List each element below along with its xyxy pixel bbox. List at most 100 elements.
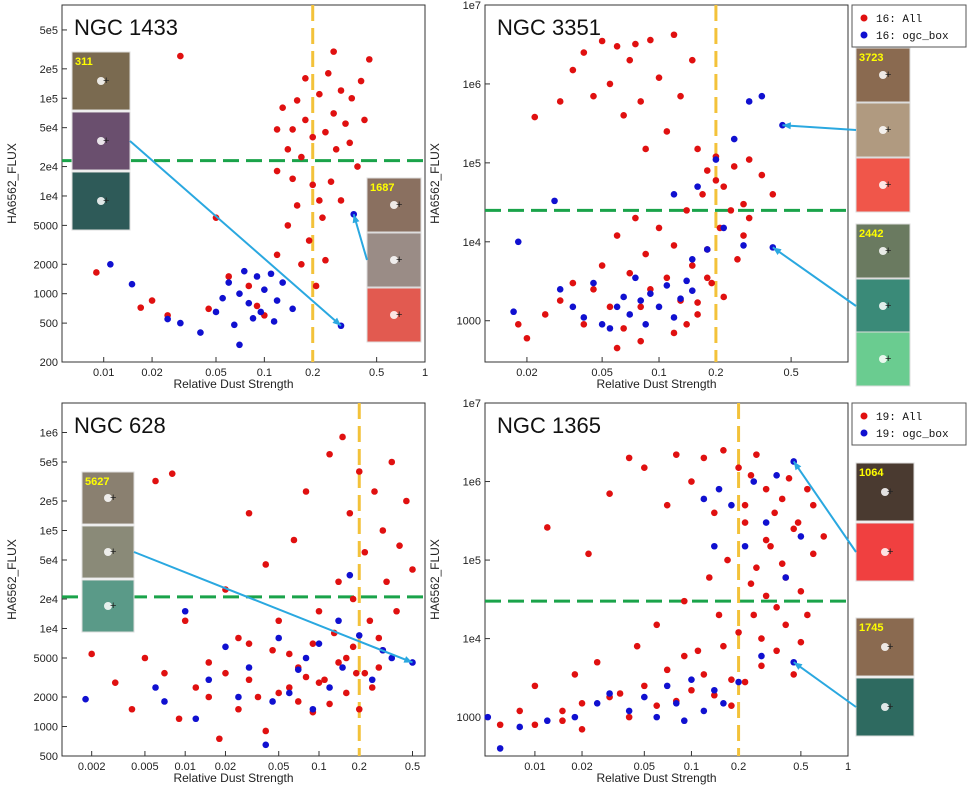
data-point [688, 478, 695, 485]
data-point [593, 700, 601, 707]
legend-label: 19: All [876, 412, 922, 424]
data-point [309, 705, 317, 713]
data-point [245, 509, 253, 517]
data-point [758, 662, 765, 670]
data-point [355, 468, 363, 475]
data-point [773, 472, 780, 479]
data-point [730, 163, 738, 170]
data-point [225, 279, 233, 286]
data-point [735, 464, 742, 472]
x-axis-label: Relative Dust Strength [173, 771, 293, 785]
y-tick-label: 1000 [457, 316, 481, 328]
data-point [279, 279, 286, 286]
data-point [253, 302, 261, 310]
x-tick-label: 0.1 [651, 367, 666, 379]
scatter-panel: 0.01 0.02 0.05 0.1 0.2 0.5 1 200 500 1000 2000 5000… [5, 4, 428, 391]
data-point [741, 678, 749, 686]
data-point [740, 242, 747, 249]
cutout-arrow [129, 140, 342, 327]
data-point [613, 232, 621, 239]
y-axis-label: HA6562_FLUX [5, 539, 19, 620]
x-tick-label: 1 [845, 761, 851, 773]
data-point [510, 308, 517, 316]
y-tick-label: 2e5 [40, 64, 58, 76]
data-point [514, 238, 522, 246]
data-point [253, 273, 261, 280]
data-point [245, 676, 253, 684]
cutout-source [97, 137, 105, 145]
series-ogc-box [510, 92, 786, 332]
x-tick-label: 0.01 [174, 761, 195, 773]
data-point [655, 224, 663, 232]
data-point [337, 87, 345, 94]
data-point [357, 77, 365, 85]
data-point [683, 207, 690, 214]
data-point [286, 689, 293, 697]
data-point [747, 472, 755, 479]
cutout-source [879, 302, 887, 310]
data-point [626, 311, 634, 318]
data-point [556, 297, 564, 304]
data-point [161, 669, 168, 677]
data-point [606, 303, 614, 311]
cutout-marker: + [110, 492, 116, 504]
y-tick-label: 1e4 [40, 623, 58, 635]
data-point [672, 451, 680, 458]
data-point [543, 717, 551, 725]
cutout-marker: + [887, 701, 893, 713]
cutout-source [879, 355, 887, 363]
data-point [688, 686, 695, 694]
data-point [762, 536, 770, 544]
x-axis-label: Relative Dust Strength [173, 377, 293, 391]
data-point [758, 92, 766, 100]
data-point [641, 682, 648, 690]
data-point [715, 485, 723, 493]
data-point [653, 713, 661, 721]
y-tick-label: 1e6 [40, 428, 58, 440]
data-point [273, 167, 281, 175]
y-tick-label: 1e4 [463, 237, 481, 249]
data-point [236, 341, 243, 349]
x-tick-label: 0.01 [93, 367, 114, 379]
scatter-panel: 0.02 0.05 0.1 0.2 0.5 1000 1e4 1e5 1e6 1e7 Relativ… [428, 0, 967, 391]
data-point [606, 80, 614, 88]
data-point [637, 337, 645, 345]
data-point [715, 611, 723, 619]
data-point [728, 702, 735, 709]
data-point [192, 715, 200, 723]
x-tick-label: 0.005 [131, 761, 159, 773]
data-point [559, 717, 566, 725]
data-point [262, 741, 270, 749]
y-tick-label: 2e4 [40, 594, 58, 606]
data-point [262, 727, 270, 735]
data-point [245, 282, 253, 290]
data-point [606, 690, 613, 697]
data-point [205, 676, 213, 684]
data-point [700, 707, 708, 715]
data-point [663, 274, 671, 282]
data-point [762, 592, 770, 600]
data-point [339, 433, 346, 441]
cutout-marker: + [110, 600, 116, 612]
data-point [315, 679, 323, 686]
data-point [620, 325, 627, 332]
x-tick-label: 0.2 [731, 761, 746, 773]
cutout-source [104, 602, 112, 610]
data-point [327, 178, 335, 185]
data-point [663, 128, 671, 135]
data-point [128, 705, 136, 713]
data-point [235, 705, 242, 713]
data-point [753, 451, 760, 458]
data-point [245, 640, 253, 647]
cutout-source [390, 256, 398, 264]
data-point [745, 214, 753, 222]
data-point [305, 237, 313, 244]
data-point [741, 542, 749, 550]
y-tick-label: 500 [40, 318, 58, 330]
data-point [275, 689, 283, 697]
data-point [580, 321, 588, 328]
x-tick-label: 1 [422, 367, 428, 379]
y-tick-label: 1e4 [463, 634, 481, 646]
data-point [262, 561, 270, 568]
data-point [711, 542, 718, 550]
